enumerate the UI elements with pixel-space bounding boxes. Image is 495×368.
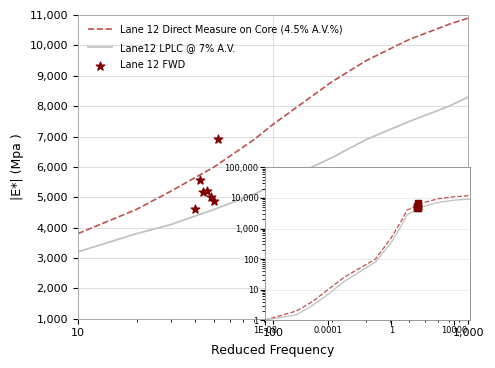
Lane12 LPLC @ 7% A.V. — [329, 156, 335, 160]
Lane 12 FWD — [192, 206, 199, 212]
Line: Lane12 LPLC @ 7% A.V.: Lane12 LPLC @ 7% A.V. — [78, 97, 468, 252]
Line: Lane 12 Direct Measure on Core (4.5% A.V.%): Lane 12 Direct Measure on Core (4.5% A.V… — [78, 18, 468, 234]
Lane12 LPLC @ 7% A.V. — [251, 192, 257, 197]
Lane 12 FWD — [210, 198, 218, 204]
Lane 12 FWD — [203, 188, 211, 194]
Lane 12 Direct Measure on Core (4.5% A.V.%) — [75, 231, 81, 236]
Point — [413, 205, 421, 211]
Lane12 LPLC @ 7% A.V. — [446, 104, 452, 108]
Lane12 LPLC @ 7% A.V. — [363, 137, 369, 142]
Lane12 LPLC @ 7% A.V. — [75, 250, 81, 254]
Lane 12 FWD — [207, 194, 215, 200]
Point — [413, 204, 421, 210]
Y-axis label: |E*| (Mpa ): |E*| (Mpa ) — [11, 134, 24, 200]
Point — [414, 204, 422, 210]
Lane 12 Direct Measure on Core (4.5% A.V.%) — [329, 80, 335, 84]
Lane12 LPLC @ 7% A.V. — [168, 222, 174, 227]
Lane 12 Direct Measure on Core (4.5% A.V.%) — [363, 59, 369, 63]
Lane 12 Direct Measure on Core (4.5% A.V.%) — [168, 189, 174, 193]
Lane12 LPLC @ 7% A.V. — [270, 183, 276, 187]
Lane12 LPLC @ 7% A.V. — [211, 207, 217, 212]
Lane 12 Direct Measure on Core (4.5% A.V.%) — [465, 16, 471, 20]
Legend: Lane 12 Direct Measure on Core (4.5% A.V.%), Lane12 LPLC @ 7% A.V., Lane 12 FWD: Lane 12 Direct Measure on Core (4.5% A.V… — [83, 20, 347, 75]
Lane 12 Direct Measure on Core (4.5% A.V.%) — [251, 137, 257, 142]
Lane 12 FWD — [214, 136, 222, 142]
Point — [414, 205, 422, 210]
Point — [413, 203, 421, 209]
Lane12 LPLC @ 7% A.V. — [465, 95, 471, 99]
Lane 12 Direct Measure on Core (4.5% A.V.%) — [270, 122, 276, 127]
Point — [413, 204, 421, 210]
X-axis label: Reduced Frequency: Reduced Frequency — [211, 344, 335, 357]
Lane 12 Direct Measure on Core (4.5% A.V.%) — [406, 37, 412, 42]
Lane12 LPLC @ 7% A.V. — [134, 231, 140, 236]
Lane 12 Direct Measure on Core (4.5% A.V.%) — [446, 22, 452, 26]
Lane 12 FWD — [199, 189, 207, 195]
Lane 12 FWD — [196, 177, 203, 183]
Lane 12 Direct Measure on Core (4.5% A.V.%) — [211, 164, 217, 169]
Point — [414, 200, 422, 206]
Lane12 LPLC @ 7% A.V. — [406, 119, 412, 124]
Lane 12 Direct Measure on Core (4.5% A.V.%) — [134, 207, 140, 212]
